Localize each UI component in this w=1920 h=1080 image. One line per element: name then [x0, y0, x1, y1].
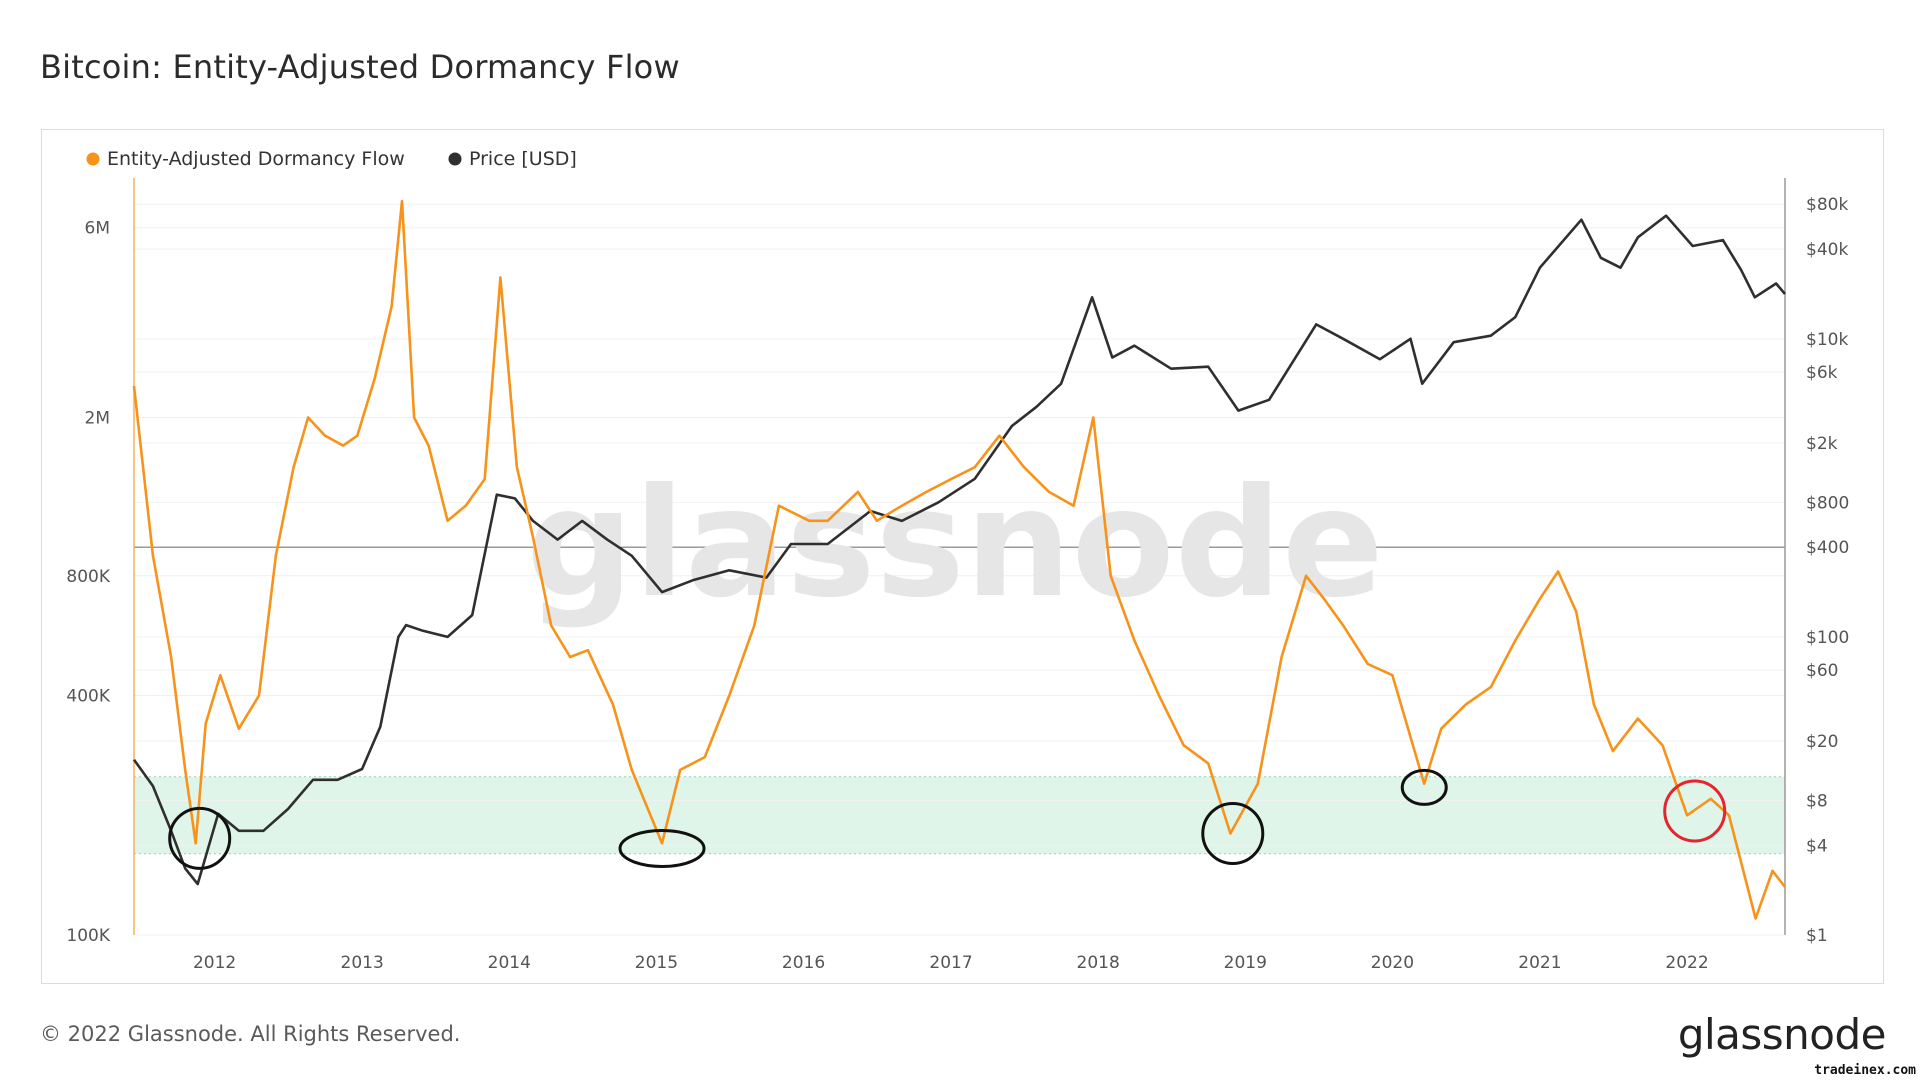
- legend-marker-1: [448, 152, 462, 166]
- price-line: [132, 214, 1786, 886]
- annotation-circle-2: [1201, 801, 1265, 865]
- y-right-tick-0: $1: [1806, 926, 1828, 946]
- x-tick-2014: 2014: [488, 953, 531, 973]
- x-tick-2017: 2017: [929, 953, 972, 973]
- y-right-tick-12: $80k: [1806, 195, 1848, 215]
- copyright-text: © 2022 Glassnode. All Rights Reserved.: [40, 1022, 461, 1046]
- y-right-tick-3: $20: [1806, 732, 1838, 752]
- chart-frame: [41, 129, 1884, 984]
- dormancy-low-band: [134, 776, 1785, 854]
- y-left-tick-1: 400K: [66, 687, 110, 707]
- annotation-circle-3: [1400, 768, 1448, 806]
- glassnode-logo[interactable]: glassnode: [1677, 1010, 1887, 1059]
- y-left-tick-2: 800K: [66, 567, 110, 587]
- x-tick-2021: 2021: [1518, 953, 1561, 973]
- legend-marker-0: [86, 152, 100, 166]
- x-tick-2019: 2019: [1224, 953, 1267, 973]
- y-right-tick-7: $800: [1806, 493, 1849, 513]
- legend-label-1: Price [USD]: [469, 148, 577, 170]
- annotation-circle-0: [168, 806, 232, 870]
- y-right-tick-6: $400: [1806, 538, 1849, 558]
- source-tag: tradeinex.com: [1814, 1063, 1916, 1078]
- x-tick-2018: 2018: [1077, 953, 1120, 973]
- x-tick-2022: 2022: [1665, 953, 1708, 973]
- y-right-tick-5: $100: [1806, 628, 1849, 648]
- x-tick-2016: 2016: [782, 953, 825, 973]
- x-tick-2020: 2020: [1371, 953, 1414, 973]
- dormancy-flow-line: [132, 199, 1787, 920]
- annotation-circle-1: [618, 828, 706, 868]
- y-right-tick-4: $60: [1806, 661, 1838, 681]
- y-right-tick-8: $2k: [1806, 434, 1838, 454]
- annotation-circle-4: [1663, 779, 1727, 843]
- x-tick-2012: 2012: [193, 953, 236, 973]
- y-left-tick-4: 6M: [85, 219, 110, 239]
- y-right-tick-1: $4: [1806, 836, 1828, 856]
- page-title: Bitcoin: Entity-Adjusted Dormancy Flow: [40, 48, 680, 86]
- y-left-tick-3: 2M: [85, 408, 110, 428]
- legend-label-0: Entity-Adjusted Dormancy Flow: [107, 148, 405, 170]
- watermark: glassnode: [526, 457, 1384, 631]
- y-right-tick-2: $8: [1806, 791, 1828, 811]
- y-right-tick-10: $10k: [1806, 330, 1848, 350]
- x-tick-2013: 2013: [341, 953, 384, 973]
- y-right-tick-11: $40k: [1806, 240, 1848, 260]
- y-left-tick-0: 100K: [66, 926, 110, 946]
- y-right-tick-9: $6k: [1806, 363, 1838, 383]
- x-tick-2015: 2015: [635, 953, 678, 973]
